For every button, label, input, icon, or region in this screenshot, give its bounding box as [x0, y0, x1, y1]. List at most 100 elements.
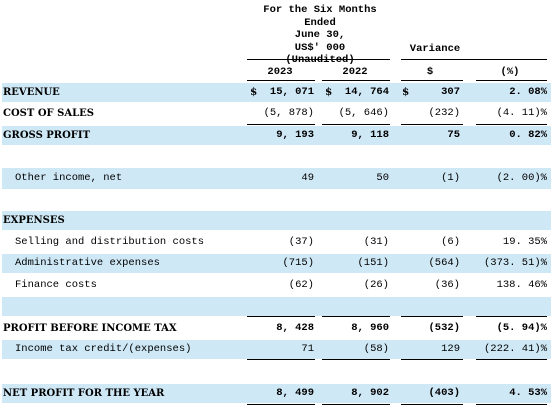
- spacer-row: [2, 147, 551, 166]
- value-2023: (37): [288, 236, 314, 248]
- subtotal-rule: [401, 316, 463, 317]
- row-gross-profit: GROSS PROFIT 9, 193 9, 118 75 0. 82%: [2, 126, 551, 145]
- variance-percent: 4. 53%: [509, 387, 547, 399]
- value-2023: 71: [301, 343, 314, 355]
- value-2022: 9, 118: [351, 129, 389, 141]
- variance-percent: 19. 35%: [502, 236, 547, 248]
- row-other-income: Other income, net 49 50 (1) (2. 00)%: [2, 168, 551, 189]
- subtotal-rule: [476, 359, 547, 360]
- col-2022-header: 2022: [342, 66, 368, 78]
- total-double-rule: [476, 404, 547, 405]
- value-2023: 8, 428: [276, 322, 314, 334]
- row-label: Income tax credit/(expenses): [15, 343, 192, 355]
- section-heading: EXPENSES: [3, 215, 65, 226]
- variance-amount: (232): [428, 107, 460, 119]
- value-2022: 8, 960: [351, 322, 389, 334]
- audit-status: (Unaudited): [285, 54, 355, 66]
- subtotal-rule: [247, 359, 315, 360]
- dollar-sign: $: [250, 86, 258, 98]
- value-2022: (31): [363, 236, 389, 248]
- value-2022: (58): [363, 343, 389, 355]
- subtotal-rule: [401, 359, 463, 360]
- row-label: Other income, net: [15, 172, 123, 184]
- row-label: Administrative expenses: [15, 257, 160, 269]
- value-2022: 8, 902: [351, 387, 389, 399]
- value-2023: 9, 193: [276, 129, 314, 141]
- col-2023-header: 2023: [267, 66, 293, 78]
- total-double-rule: [247, 404, 315, 405]
- row-label: GROSS PROFIT: [3, 130, 91, 141]
- row-label: REVENUE: [3, 87, 60, 98]
- period-line-2: June 30,: [294, 29, 346, 41]
- total-double-rule: [401, 404, 463, 405]
- variance-percent: (222. 41)%: [483, 343, 547, 355]
- value-2022: (5, 646): [338, 107, 389, 119]
- row-label: Selling and distribution costs: [15, 236, 205, 248]
- row-expenses-heading: EXPENSES: [2, 211, 551, 230]
- value-2022: (26): [363, 279, 389, 291]
- value-2023: 8, 499: [276, 387, 314, 399]
- period-line-1: For the Six Months Ended: [263, 4, 377, 29]
- dollar-sign: $: [325, 86, 333, 98]
- dollar-sign: $: [402, 86, 410, 98]
- header-rule-period: [247, 59, 390, 60]
- row-label: Finance costs: [15, 279, 97, 291]
- variance-percent: 138. 46%: [496, 279, 547, 291]
- row-label: PROFIT BEFORE INCOME TAX: [3, 323, 177, 334]
- value-2022: (151): [357, 257, 389, 269]
- value-2023: (715): [282, 257, 314, 269]
- variance-amount: (532): [428, 322, 460, 334]
- row-income-tax: Income tax credit/(expenses) 71 (58) 129…: [2, 340, 551, 359]
- value-2022: 50: [376, 172, 389, 184]
- total-double-rule: [322, 404, 390, 405]
- variance-amount: (6): [441, 236, 460, 248]
- spacer-row: [2, 297, 551, 316]
- variance-amount: (36): [434, 279, 460, 291]
- variance-amount: 129: [441, 343, 460, 355]
- subtotal-rule: [476, 316, 547, 317]
- variance-percent: (373. 51)%: [483, 257, 547, 269]
- variance-percent: (5. 94)%: [496, 322, 547, 334]
- subtotal-rule: [322, 359, 390, 360]
- currency-label: US$' 000: [294, 41, 346, 54]
- period-header: For the Six Months Ended June 30, US$' 0…: [245, 4, 395, 67]
- value-2023: 49: [301, 172, 314, 184]
- subtotal-rule: [247, 124, 315, 125]
- header-rule-2022: [322, 80, 390, 81]
- row-label: COST OF SALES: [3, 108, 94, 119]
- subtotal-rule: [247, 316, 315, 317]
- row-selling-distribution: Selling and distribution costs (37) (31)…: [2, 233, 551, 252]
- variance-amount: (1): [441, 172, 460, 184]
- value-2023: (62): [288, 279, 314, 291]
- header-rule-2023: [247, 80, 315, 81]
- row-revenue: REVENUE $ 15, 071 $ 14, 764 $ 307 2. 08%: [2, 83, 551, 102]
- value-2022: 14, 764: [344, 86, 389, 98]
- value-2023: (5, 878): [263, 107, 314, 119]
- header-rule-var-amt: [401, 80, 463, 81]
- header-rule-var-pct: [476, 80, 547, 81]
- row-cost-of-sales: COST OF SALES (5, 878) (5, 646) (232) (4…: [2, 104, 551, 123]
- variance-percent: 0. 82%: [509, 129, 547, 141]
- variance-amount: (403): [428, 387, 460, 399]
- subtotal-rule: [476, 124, 547, 125]
- row-profit-before-tax: PROFIT BEFORE INCOME TAX 8, 428 8, 960 (…: [2, 319, 551, 338]
- variance-amount: (564): [428, 257, 460, 269]
- row-finance-costs: Finance costs (62) (26) (36) 138. 46%: [2, 276, 551, 295]
- variance-percent: (2. 00)%: [496, 172, 547, 184]
- variance-percent: 2. 08%: [509, 86, 547, 98]
- spacer-row: [2, 190, 551, 209]
- subtotal-rule: [322, 316, 390, 317]
- subtotal-rule: [401, 124, 463, 125]
- col-variance-pct-header: (%): [500, 66, 520, 78]
- subtotal-rule: [322, 124, 390, 125]
- variance-amount: 75: [447, 129, 460, 141]
- header-rule-variance: [401, 59, 547, 60]
- spacer-row: [2, 361, 551, 380]
- col-variance-amount-header: $: [426, 66, 434, 78]
- variance-header: Variance: [409, 43, 461, 55]
- row-label: NET PROFIT FOR THE YEAR: [3, 388, 165, 399]
- row-net-profit: NET PROFIT FOR THE YEAR 8, 499 8, 902 (4…: [2, 384, 551, 403]
- variance-percent: (4. 11)%: [496, 107, 547, 119]
- variance-amount: 307: [441, 86, 460, 98]
- value-2023: 15, 071: [269, 86, 314, 98]
